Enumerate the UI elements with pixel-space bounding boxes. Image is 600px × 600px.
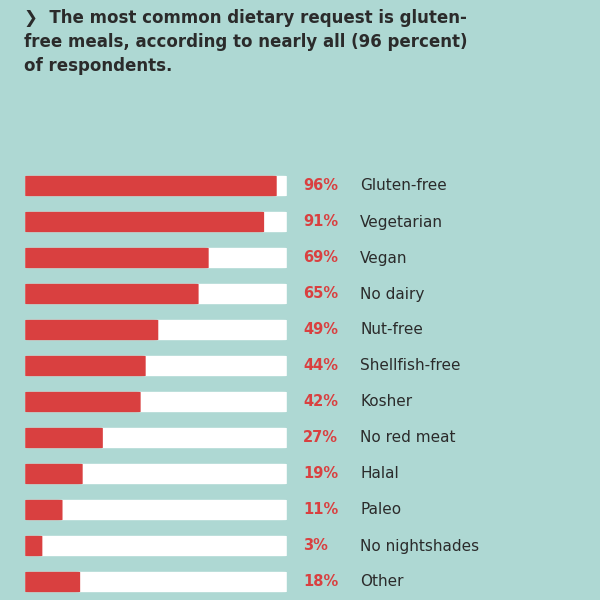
FancyBboxPatch shape	[25, 248, 287, 268]
FancyBboxPatch shape	[25, 428, 103, 448]
FancyBboxPatch shape	[25, 212, 264, 232]
Text: of respondents.: of respondents.	[24, 57, 172, 75]
Text: 91%: 91%	[303, 214, 338, 229]
Text: Halal: Halal	[360, 467, 399, 481]
Text: Paleo: Paleo	[360, 503, 401, 517]
FancyBboxPatch shape	[25, 572, 80, 592]
FancyBboxPatch shape	[25, 428, 287, 448]
FancyBboxPatch shape	[25, 536, 287, 556]
Text: 18%: 18%	[303, 575, 338, 589]
Text: 19%: 19%	[303, 467, 338, 481]
Text: 69%: 69%	[303, 251, 338, 265]
Text: 65%: 65%	[303, 286, 338, 301]
Text: No red meat: No red meat	[360, 431, 455, 445]
Text: Gluten-free: Gluten-free	[360, 179, 447, 193]
Text: ❯  The most common dietary request is gluten-: ❯ The most common dietary request is glu…	[24, 9, 467, 27]
Text: 44%: 44%	[303, 358, 338, 373]
FancyBboxPatch shape	[25, 356, 146, 376]
Text: 3%: 3%	[303, 539, 328, 553]
FancyBboxPatch shape	[25, 176, 287, 196]
FancyBboxPatch shape	[25, 356, 287, 376]
FancyBboxPatch shape	[25, 392, 287, 412]
FancyBboxPatch shape	[25, 176, 277, 196]
Text: 11%: 11%	[303, 503, 338, 517]
Text: Vegan: Vegan	[360, 251, 407, 265]
Text: No dairy: No dairy	[360, 286, 424, 301]
FancyBboxPatch shape	[25, 248, 209, 268]
FancyBboxPatch shape	[25, 284, 287, 304]
FancyBboxPatch shape	[25, 320, 158, 340]
Text: Vegetarian: Vegetarian	[360, 214, 443, 229]
FancyBboxPatch shape	[25, 572, 287, 592]
Text: free meals, according to nearly all (96 percent): free meals, according to nearly all (96 …	[24, 33, 467, 51]
Text: Kosher: Kosher	[360, 395, 412, 409]
FancyBboxPatch shape	[25, 464, 287, 484]
FancyBboxPatch shape	[25, 500, 287, 520]
FancyBboxPatch shape	[25, 392, 140, 412]
Text: 42%: 42%	[303, 395, 338, 409]
Text: 27%: 27%	[303, 431, 338, 445]
FancyBboxPatch shape	[25, 464, 83, 484]
Text: 49%: 49%	[303, 323, 338, 337]
Text: Other: Other	[360, 575, 404, 589]
FancyBboxPatch shape	[25, 284, 199, 304]
FancyBboxPatch shape	[25, 320, 287, 340]
Text: No nightshades: No nightshades	[360, 539, 479, 553]
Text: Nut-free: Nut-free	[360, 323, 423, 337]
Text: Shellfish-free: Shellfish-free	[360, 358, 461, 373]
Text: 96%: 96%	[303, 179, 338, 193]
FancyBboxPatch shape	[25, 212, 287, 232]
FancyBboxPatch shape	[25, 500, 62, 520]
FancyBboxPatch shape	[25, 536, 43, 556]
